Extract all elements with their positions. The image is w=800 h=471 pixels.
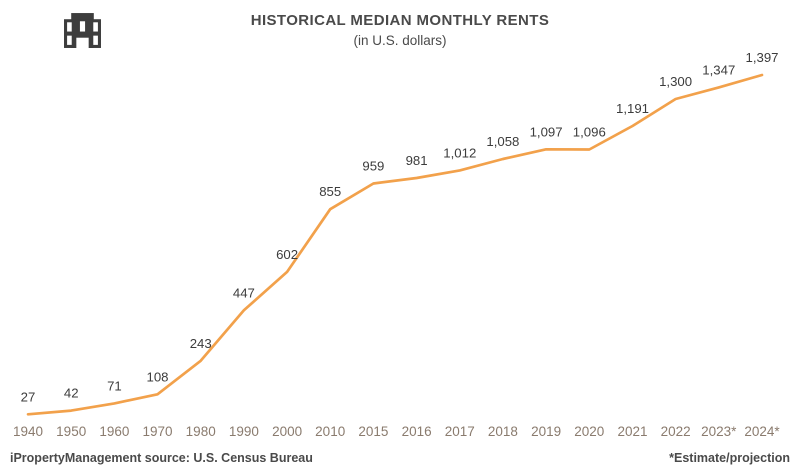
x-axis-label: 2024* <box>744 424 780 439</box>
x-axis-label: 2000 <box>272 424 302 439</box>
chart-header: HISTORICAL MEDIAN MONTHLY RENTS (in U.S.… <box>0 12 800 48</box>
x-axis-label: 2023* <box>701 424 737 439</box>
data-point-label: 1,058 <box>486 134 519 149</box>
data-point-label: 959 <box>362 159 384 174</box>
data-point-label: 447 <box>233 285 255 300</box>
x-axis-label: 1970 <box>142 424 172 439</box>
x-axis-label: 2022 <box>661 424 691 439</box>
data-point-label: 1,191 <box>616 101 649 116</box>
data-point-label: 108 <box>146 369 168 384</box>
x-axis-label: 1960 <box>99 424 129 439</box>
data-point-label: 1,347 <box>702 62 735 77</box>
data-point-label: 602 <box>276 247 298 262</box>
source-credit: iPropertyManagement source: U.S. Census … <box>10 451 313 465</box>
data-point-label: 1,300 <box>659 74 692 89</box>
x-axis-label: 1940 <box>13 424 43 439</box>
x-axis-label: 1990 <box>229 424 259 439</box>
x-axis-label: 2016 <box>402 424 432 439</box>
x-axis-label: 2019 <box>531 424 561 439</box>
data-point-label: 1,097 <box>530 124 563 139</box>
data-point-label: 27 <box>21 389 36 404</box>
x-axis-label: 2021 <box>617 424 647 439</box>
data-point-label: 71 <box>107 378 122 393</box>
data-point-label: 1,397 <box>745 50 778 65</box>
data-point-label: 1,096 <box>573 125 606 140</box>
page-subtitle: (in U.S. dollars) <box>353 33 447 48</box>
data-point-label: 855 <box>319 184 341 199</box>
x-axis-label: 2010 <box>315 424 345 439</box>
rent-line <box>26 73 764 416</box>
data-point-label: 1,012 <box>443 145 476 160</box>
x-axis-label: 2015 <box>358 424 388 439</box>
estimate-note: *Estimate/projection <box>669 451 790 465</box>
x-axis-label: 1950 <box>56 424 86 439</box>
x-axis-label: 2018 <box>488 424 518 439</box>
data-point-label: 243 <box>190 336 212 351</box>
x-axis-label: 1980 <box>186 424 216 439</box>
data-point-label: 981 <box>406 153 428 168</box>
page-title: HISTORICAL MEDIAN MONTHLY RENTS <box>250 12 550 29</box>
x-axis-label: 2017 <box>445 424 475 439</box>
building-logo-icon <box>64 11 101 49</box>
x-axis-label: 2020 <box>574 424 604 439</box>
data-point-label: 42 <box>64 386 79 401</box>
